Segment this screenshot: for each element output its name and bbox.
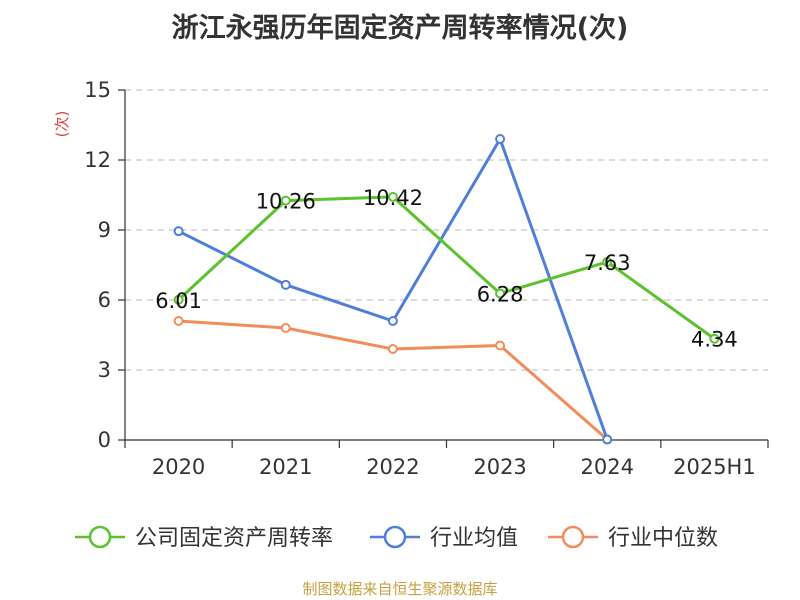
y-tick-label: 3 bbox=[98, 358, 111, 382]
data-point bbox=[280, 323, 291, 333]
legend-label: 公司固定资产周转率 bbox=[135, 526, 333, 551]
data-point bbox=[280, 279, 291, 290]
chart-title: 浙江永强历年固定资产周转率情况(次) bbox=[171, 13, 629, 44]
legend-marker bbox=[88, 525, 112, 549]
x-tick-label: 2024 bbox=[581, 455, 634, 479]
y-axis-label: (次) bbox=[53, 111, 71, 138]
legend-item[interactable]: 行业中位数 bbox=[548, 525, 718, 551]
data-point bbox=[495, 288, 506, 299]
x-tick-label: 2020 bbox=[152, 455, 205, 479]
source-note: 制图数据来自恒生聚源数据库 bbox=[302, 580, 498, 598]
legend-item[interactable]: 行业均值 bbox=[370, 525, 518, 551]
data-point bbox=[387, 316, 398, 326]
legend-label: 行业中位数 bbox=[608, 526, 718, 551]
y-tick-label: 6 bbox=[98, 288, 111, 312]
series-group bbox=[173, 134, 720, 445]
legend-label: 行业均值 bbox=[430, 526, 518, 551]
data-point bbox=[280, 195, 291, 206]
data-point bbox=[495, 340, 506, 351]
legend-marker bbox=[561, 525, 585, 549]
data-point bbox=[173, 226, 184, 237]
series-line-0 bbox=[177, 195, 716, 340]
data-point bbox=[387, 191, 398, 202]
y-tick-label: 0 bbox=[98, 428, 111, 452]
legend-marker bbox=[383, 525, 407, 549]
data-label: 10.26 bbox=[256, 190, 316, 214]
data-point bbox=[173, 316, 184, 326]
data-point bbox=[709, 333, 720, 344]
y-tick-label: 12 bbox=[84, 148, 111, 172]
data-point bbox=[495, 134, 506, 144]
data-point bbox=[602, 434, 613, 445]
x-tick-label: 2025H1 bbox=[673, 455, 756, 479]
x-tick-label: 2023 bbox=[473, 455, 526, 479]
data-point bbox=[173, 294, 184, 305]
legend[interactable]: 公司固定资产周转率 行业均值 行业中位数 bbox=[75, 525, 718, 551]
legend-item[interactable]: 公司固定资产周转率 bbox=[75, 525, 333, 551]
axes: 0 3 6 9 12 15 2020 2021 2022 2023 2024 2025H1 bbox=[84, 78, 769, 479]
data-label: 7.63 bbox=[584, 251, 631, 275]
data-labels: 6.01 10.26 10.42 6.28 7.63 4.34 bbox=[155, 186, 738, 352]
y-tick-label: 15 bbox=[84, 78, 111, 102]
data-point bbox=[602, 256, 613, 267]
data-label: 10.42 bbox=[363, 186, 423, 210]
y-tick-label: 9 bbox=[98, 218, 111, 242]
x-tick-label: 2021 bbox=[259, 455, 312, 479]
series-line-2 bbox=[178, 319, 609, 441]
data-label: 6.01 bbox=[155, 289, 202, 313]
data-point bbox=[387, 344, 398, 354]
data-label: 4.34 bbox=[691, 328, 738, 352]
series-line-1 bbox=[177, 137, 609, 441]
data-label: 6.28 bbox=[477, 282, 524, 306]
x-tick-label: 2022 bbox=[366, 455, 419, 479]
